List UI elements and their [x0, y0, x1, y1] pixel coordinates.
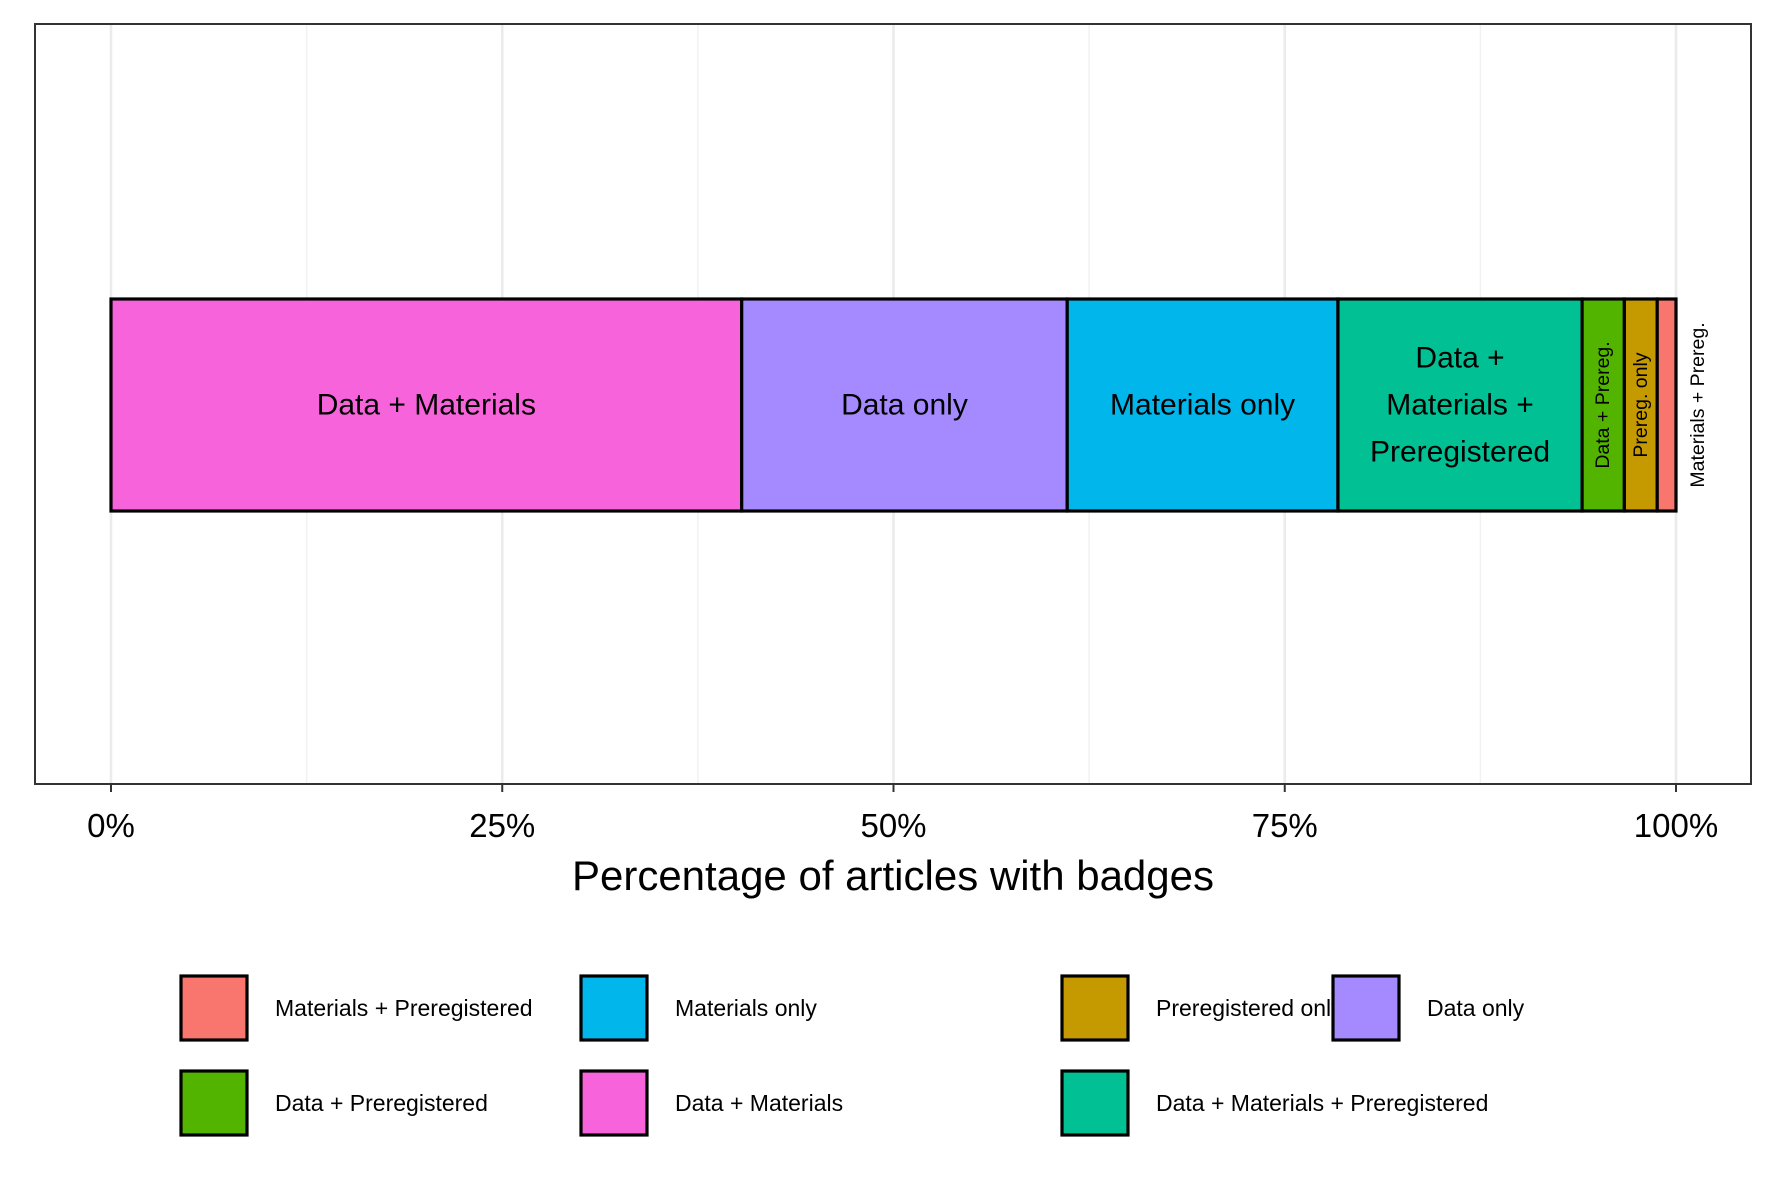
bar-segment: [1065, 297, 1340, 513]
x-axis-tick-label: 25%: [469, 807, 535, 844]
x-axis-title: Percentage of articles with badges: [572, 852, 1214, 899]
bar-segment-labels: Data + Materials Data only Materials only D…: [317, 322, 1709, 487]
x-axis-tick-label: 50%: [860, 807, 926, 844]
legend-key: [579, 1069, 649, 1137]
bar-segment-label: Data + Materials: [317, 389, 536, 422]
legend: Materials + Preregistered Data + Preregis…: [179, 974, 1525, 1137]
legend-key: [1060, 974, 1130, 1042]
legend-key: [179, 974, 249, 1042]
bar-segment-label: Data +: [1415, 342, 1504, 375]
x-axis-tick-label: 75%: [1252, 807, 1318, 844]
bar-segment-label: Prereg. only: [1630, 352, 1652, 457]
x-axis-tick-label: 0%: [87, 807, 135, 844]
bar-segments: [109, 297, 1678, 513]
x-axis-tick-labels: 0% 25% 50% 75% 100%: [87, 807, 1718, 844]
legend-key: [1060, 1069, 1130, 1137]
bar-segment-label: Materials only: [1110, 389, 1295, 422]
bar-segment-label: Materials +: [1386, 389, 1534, 422]
legend-key: [579, 974, 649, 1042]
legend-label: Data + Preregistered: [275, 1090, 488, 1116]
legend-label: Data + Materials: [675, 1090, 843, 1116]
bar-segment-label: Materials + Prereg.: [1687, 322, 1709, 487]
x-axis-ticks: [110, 784, 1677, 792]
x-axis-tick-label: 100%: [1634, 807, 1718, 844]
legend-label: Data only: [1427, 995, 1525, 1021]
legend-key: [179, 1069, 249, 1137]
bar-segment: [109, 297, 744, 513]
legend-label: Materials + Preregistered: [275, 995, 533, 1021]
bar-segment-label: Data + Prereg.: [1592, 341, 1614, 468]
bar-segment: [1580, 297, 1626, 513]
legend-label: Materials only: [675, 995, 817, 1021]
legend-label: Preregistered only: [1156, 995, 1343, 1021]
bar-segment: [740, 297, 1069, 513]
legend-key: [1331, 974, 1401, 1042]
bar-segment: [1655, 297, 1678, 513]
bar-segment-label: Preregistered: [1370, 436, 1550, 469]
legend-label: Data + Materials + Preregistered: [1156, 1090, 1488, 1116]
bar-segment-label: Data only: [841, 389, 968, 422]
bar-segment: [1336, 297, 1584, 513]
